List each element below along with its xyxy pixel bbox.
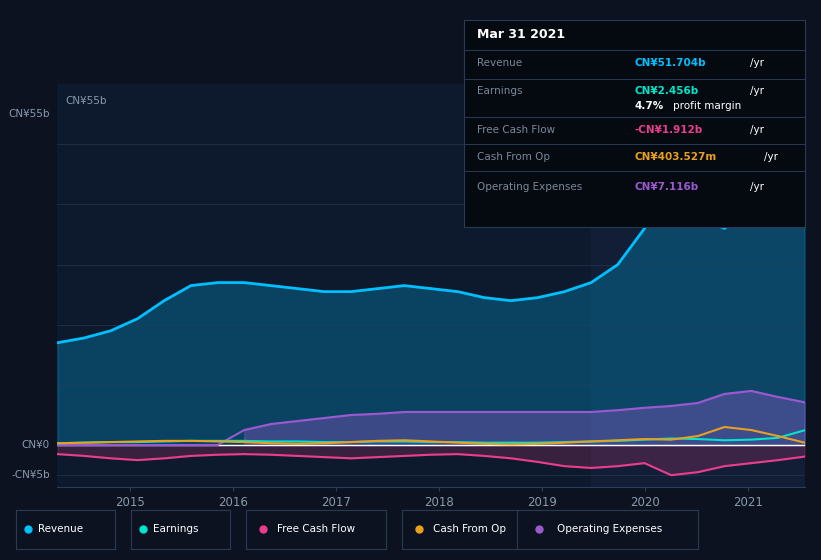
Text: Cash From Op: Cash From Op (478, 152, 551, 162)
Text: Revenue: Revenue (478, 58, 523, 68)
Text: Operating Expenses: Operating Expenses (478, 183, 583, 193)
Text: Free Cash Flow: Free Cash Flow (277, 524, 355, 534)
Text: /yr: /yr (764, 152, 777, 162)
Text: Mar 31 2021: Mar 31 2021 (478, 27, 566, 41)
Text: CN¥55b: CN¥55b (8, 109, 50, 119)
Text: /yr: /yr (750, 183, 764, 193)
Text: /yr: /yr (750, 58, 764, 68)
Text: CN¥0: CN¥0 (22, 440, 50, 450)
Text: -CN¥1.912b: -CN¥1.912b (635, 125, 703, 136)
Text: /yr: /yr (750, 86, 764, 96)
Text: Revenue: Revenue (38, 524, 83, 534)
Text: Operating Expenses: Operating Expenses (557, 524, 663, 534)
Text: CN¥55b: CN¥55b (65, 96, 107, 106)
Text: CN¥51.704b: CN¥51.704b (635, 58, 706, 68)
Text: Cash From Op: Cash From Op (433, 524, 506, 534)
Text: Earnings: Earnings (478, 86, 523, 96)
Text: profit margin: profit margin (673, 101, 741, 110)
Text: -CN¥5b: -CN¥5b (11, 470, 50, 480)
Text: Free Cash Flow: Free Cash Flow (478, 125, 556, 136)
Text: /yr: /yr (750, 125, 764, 136)
Text: CN¥2.456b: CN¥2.456b (635, 86, 699, 96)
Text: 4.7%: 4.7% (635, 101, 663, 110)
Text: CN¥7.116b: CN¥7.116b (635, 183, 699, 193)
Text: Earnings: Earnings (153, 524, 199, 534)
Text: CN¥403.527m: CN¥403.527m (635, 152, 717, 162)
Bar (591, 84, 821, 487)
